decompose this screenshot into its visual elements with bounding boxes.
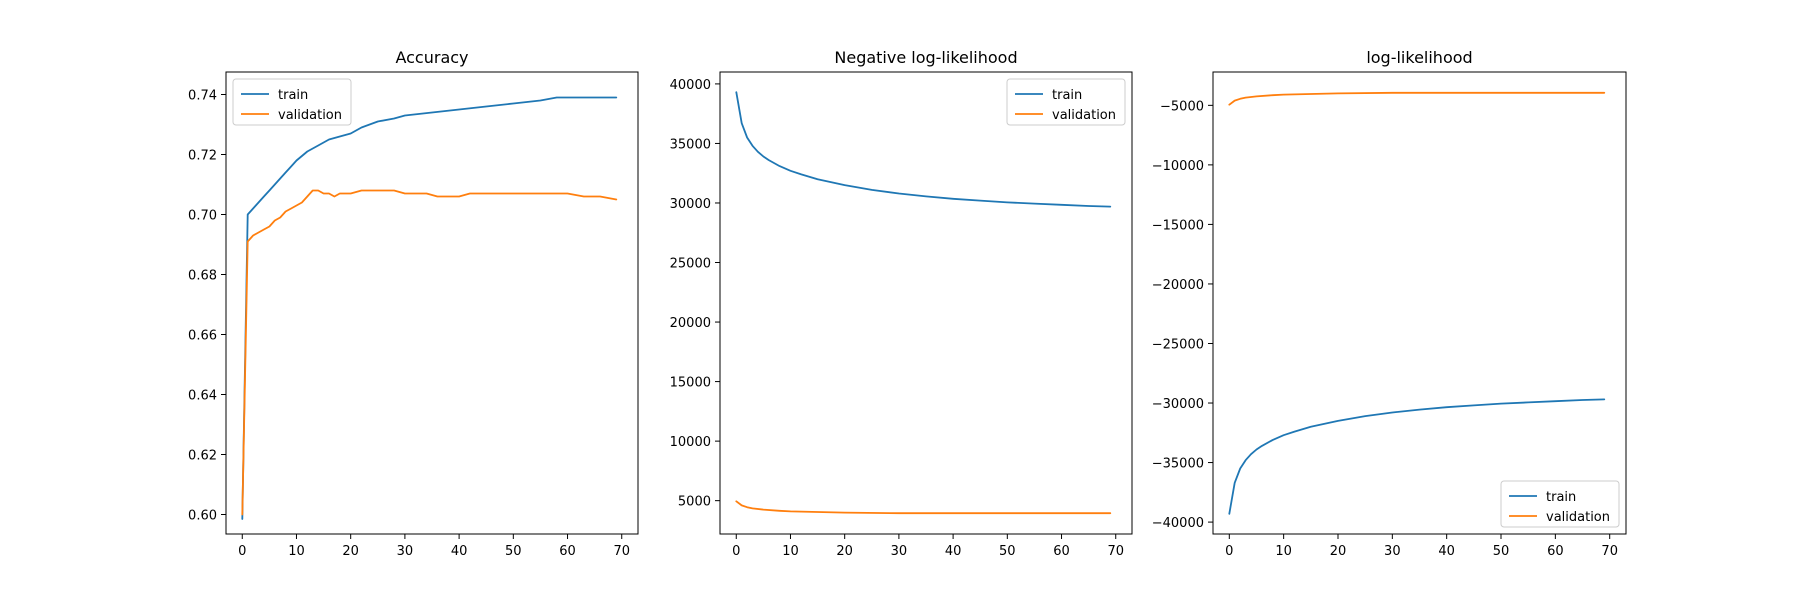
axes-frame: [1212, 71, 1627, 535]
negative-log-likelihood-panel: Negative log-likelihood 0 10 20 30 40 50 60 70 5…: [670, 48, 1133, 559]
legend: train validation: [1006, 78, 1126, 126]
y-tick-label: 15000: [670, 376, 711, 391]
panel-title: log-likelihood: [1366, 48, 1472, 67]
x-tick-label: 60: [1547, 544, 1564, 559]
y-tick-label: 0.60: [188, 509, 217, 524]
x-tick-label: 70: [613, 544, 630, 559]
y-tick-label: 5000: [678, 495, 711, 510]
x-tick-label: 40: [1438, 544, 1455, 559]
x-tick-label: 30: [1384, 544, 1401, 559]
y-tick-label: −20000: [1152, 278, 1204, 293]
y-tick-label: 10000: [670, 435, 711, 450]
x-tick-label: 50: [999, 544, 1016, 559]
x-tick-label: 40: [451, 544, 468, 559]
x-tick-label: 20: [1330, 544, 1347, 559]
y-tick-label: 0.70: [188, 209, 217, 224]
legend-label-train: train: [1052, 88, 1082, 103]
series-line-train: [1228, 398, 1606, 515]
axes-frame: [719, 71, 1133, 535]
x-tick-label: 20: [342, 544, 359, 559]
y-tick-label: 0.62: [188, 449, 217, 464]
series-line-validation: [1228, 91, 1606, 106]
legend-label-validation: validation: [1052, 108, 1116, 123]
panel-title: Accuracy: [395, 48, 468, 67]
x-tick-label: 50: [1493, 544, 1510, 559]
y-tick-label: 20000: [670, 316, 711, 331]
x-tick-label: 70: [1107, 544, 1124, 559]
axes-frame: [225, 71, 639, 535]
x-tick-label: 0: [1225, 544, 1233, 559]
y-tick-label: −40000: [1152, 516, 1204, 531]
y-tick-label: 25000: [670, 257, 711, 272]
y-tick-label: 0.64: [188, 389, 217, 404]
x-tick-label: 10: [1275, 544, 1292, 559]
x-tick-label: 0: [238, 544, 246, 559]
y-tick-label: 40000: [670, 78, 711, 93]
y-tick-label: 35000: [670, 137, 711, 152]
accuracy-panel: Accuracy 0 10 20 30 40 50 60 70 0.60 0.62 0.64 0.66…: [188, 48, 639, 559]
legend: train validation: [1500, 480, 1620, 528]
x-tick-label: 40: [945, 544, 962, 559]
y-tick-label: −10000: [1152, 159, 1204, 174]
x-tick-label: 10: [288, 544, 305, 559]
x-tick-label: 10: [782, 544, 799, 559]
series-line-train: [241, 96, 618, 520]
y-tick-label: −35000: [1152, 457, 1204, 472]
x-tick-label: 30: [397, 544, 414, 559]
plot-area: 0 10 20 30 40 50 60 70 5000 10000 15000 20000 25000 3…: [670, 71, 1133, 559]
legend-label-train: train: [278, 88, 308, 103]
y-tick-label: −5000: [1160, 99, 1204, 114]
x-tick-label: 30: [891, 544, 908, 559]
x-tick-label: 60: [1053, 544, 1070, 559]
y-tick-label: −15000: [1152, 218, 1204, 233]
plot-area: 0 10 20 30 40 50 60 70 0.60 0.62 0.64 0.66 0.68 0.70 0…: [188, 71, 639, 559]
x-tick-label: 0: [732, 544, 740, 559]
y-tick-label: 0.66: [188, 329, 217, 344]
series-line-train: [735, 91, 1112, 208]
legend: train validation: [232, 78, 352, 126]
y-tick-label: −25000: [1152, 337, 1204, 352]
plot-area: 0 10 20 30 40 50 60 70 −5000 −10000 −15000 −20000 −2…: [1152, 71, 1627, 559]
x-tick-label: 60: [559, 544, 576, 559]
y-tick-label: −30000: [1152, 397, 1204, 412]
y-tick-label: 0.74: [188, 89, 217, 104]
legend-label-validation: validation: [1546, 510, 1610, 525]
series-line-validation: [241, 189, 618, 516]
y-tick-label: 0.68: [188, 269, 217, 284]
y-tick-label: 0.72: [188, 149, 217, 164]
legend-label-train: train: [1546, 490, 1576, 505]
y-tick-label: 30000: [670, 197, 711, 212]
x-tick-label: 70: [1601, 544, 1618, 559]
panel-title: Negative log-likelihood: [834, 48, 1017, 67]
legend-label-validation: validation: [278, 108, 342, 123]
x-tick-label: 20: [836, 544, 853, 559]
series-line-validation: [735, 500, 1112, 515]
x-tick-label: 50: [505, 544, 522, 559]
log-likelihood-panel: log-likelihood 0 10 20 30 40 50 60 70 −5000 −1000…: [1152, 48, 1627, 559]
